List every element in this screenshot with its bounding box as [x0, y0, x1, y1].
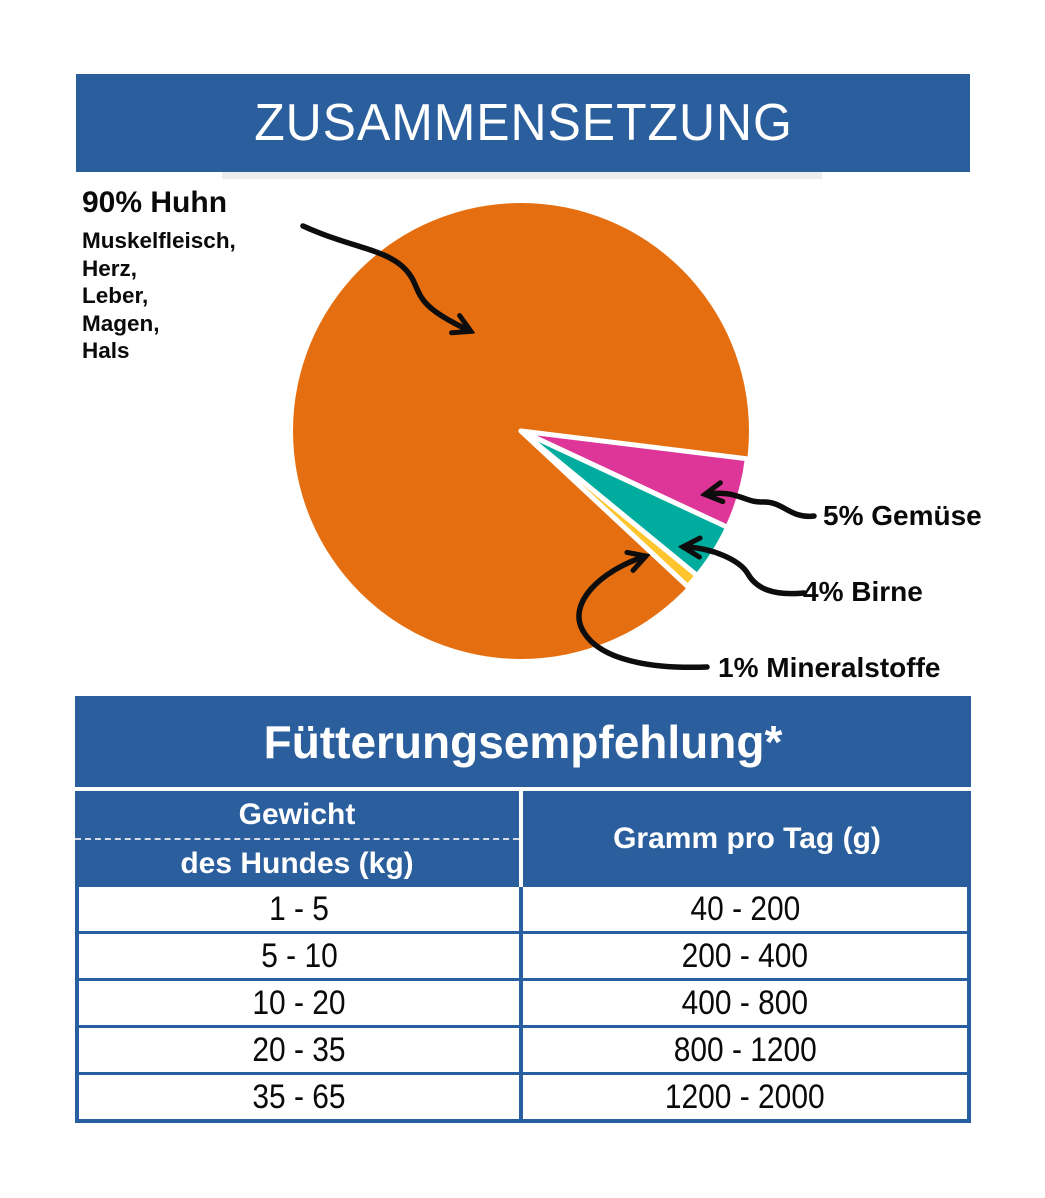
feeding-table-title-bar: Fütterungsempfehlung*	[75, 696, 971, 791]
pie-label-mineralstoffe: 1% Mineralstoffe	[718, 652, 941, 683]
column-header-weight: Gewicht des Hundes (kg)	[75, 791, 523, 887]
cell-weight: 35 - 65	[79, 1075, 523, 1119]
annotation-arrow-mineralstoffe-curve	[686, 547, 807, 597]
pie-label-gemuese: 5% Gemüse	[823, 500, 982, 531]
table-row: 5 - 10 200 - 400	[79, 931, 967, 978]
cell-weight: 5 - 10	[79, 934, 523, 978]
cell-grams: 800 - 1200	[673, 1030, 817, 1069]
table-row: 10 - 20 400 - 800	[79, 978, 967, 1025]
feeding-table: Fütterungsempfehlung* Gewicht des Hundes…	[75, 696, 971, 1123]
column-header-grams: Gramm pro Tag (g)	[613, 822, 881, 855]
table-row: 1 - 5 40 - 200	[79, 887, 967, 931]
pie-label-huhn-title: 90% Huhn	[82, 186, 228, 219]
feeding-table-header-row: Gewicht des Hundes (kg) Gramm pro Tag (g…	[75, 791, 971, 887]
composition-header-bar: ZUSAMMENSETZUNG	[76, 74, 970, 172]
table-row: 20 - 35 800 - 1200	[79, 1025, 967, 1072]
cell-grams: 40 - 200	[690, 889, 800, 928]
pie-label-birne: 4% Birne	[803, 576, 923, 607]
cell-weight: 10 - 20	[79, 981, 523, 1025]
pie-label-huhn-line: Hals	[82, 338, 130, 363]
column-header-weight-line2: des Hundes (kg)	[180, 846, 414, 880]
cell-weight: 20 - 35	[79, 1028, 523, 1072]
feeding-table-title: Fütterungsempfehlung*	[263, 715, 783, 768]
pie-label-huhn: 90% Huhn Muskelfleisch, Herz, Leber, Mag…	[82, 188, 236, 365]
annotation-arrow-huhn	[300, 223, 468, 330]
pie-label-huhn-line: Muskelfleisch,	[82, 228, 236, 253]
cell-grams: 200 - 400	[681, 936, 809, 975]
header-shadow-strip	[222, 172, 822, 179]
pie-slice-mineralstoffe	[518, 428, 700, 589]
pie-label-huhn-line: Magen,	[82, 310, 160, 336]
cell-weight: 1 - 5	[79, 887, 523, 931]
annotation-arrow-birne-swoop	[576, 557, 710, 671]
feeding-table-body: 1 - 5 40 - 200 5 - 10 200 - 400 10 - 20 …	[75, 887, 971, 1123]
pie-label-huhn-line: Herz,	[82, 255, 138, 281]
page-title: ZUSAMMENSETZUNG	[253, 94, 793, 152]
table-row: 35 - 65 1200 - 2000	[79, 1072, 967, 1119]
cell-grams: 1200 - 2000	[665, 1077, 825, 1116]
cell-grams: 400 - 800	[681, 983, 809, 1022]
pie-slices	[518, 428, 750, 589]
annotation-arrow-gemuese	[708, 493, 817, 519]
column-header-weight-line1: Gewicht	[75, 791, 519, 840]
pie-label-huhn-line: Leber,	[82, 283, 149, 308]
